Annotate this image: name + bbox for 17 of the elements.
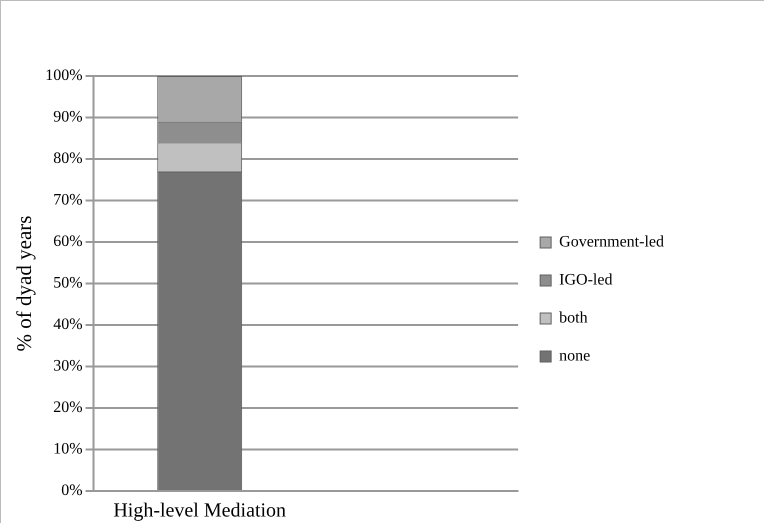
legend-label: IGO-led (559, 272, 612, 289)
legend-label: none (559, 348, 590, 365)
y-tick-label: 30% (53, 358, 83, 375)
y-axis-title: % of dyad years (12, 216, 36, 352)
legend-label: both (559, 310, 588, 327)
y-tick-label: 80% (53, 150, 83, 168)
y-tick-label: 100% (45, 67, 83, 84)
y-tick-label: 60% (53, 233, 83, 250)
y-tick-label: 70% (53, 192, 83, 209)
legend-label: Government-led (559, 234, 664, 251)
y-tick-label: 90% (53, 108, 83, 126)
x-tick-label: High-level Mediation (113, 499, 286, 522)
y-tick-label: 20% (53, 399, 83, 416)
y-tick-label: 0% (61, 482, 83, 500)
y-tick-label: 10% (53, 440, 83, 458)
y-tick-label: 40% (53, 316, 83, 334)
y-tick-label: 50% (53, 274, 83, 292)
